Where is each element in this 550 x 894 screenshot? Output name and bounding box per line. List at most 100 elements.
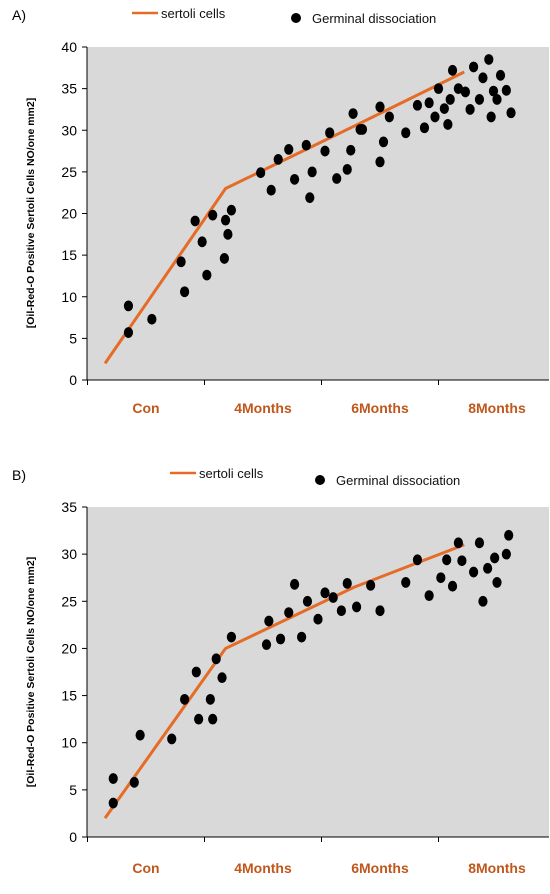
b-data-point xyxy=(504,529,514,541)
b-x-category-label: 4Months xyxy=(234,860,292,876)
a-data-point xyxy=(419,122,430,134)
a-x-category-label: Con xyxy=(132,400,159,416)
chart-panel-a: A) sertoli cells Germinal dissociation [… xyxy=(0,0,550,440)
a-data-point xyxy=(176,256,186,268)
a-data-point xyxy=(495,69,506,81)
chart-a-panel-label: A) xyxy=(12,7,26,23)
a-data-point xyxy=(375,101,385,113)
b-data-point xyxy=(261,639,272,651)
a-data-point xyxy=(342,163,352,175)
a-y-tick-label: 0 xyxy=(69,372,77,388)
chart-b-legend-line-label: sertoli cells xyxy=(199,466,264,481)
a-sertoli-line xyxy=(103,70,465,365)
b-data-point xyxy=(205,693,215,705)
a-data-point xyxy=(226,204,237,216)
a-data-point xyxy=(378,136,389,148)
a-data-point xyxy=(223,228,233,240)
a-data-point xyxy=(284,143,294,155)
a-x-category-label: 4Months xyxy=(234,400,292,416)
b-data-point xyxy=(442,554,452,566)
b-data-point xyxy=(194,713,204,725)
b-data-point xyxy=(401,577,411,588)
a-data-point xyxy=(220,214,231,226)
b-data-point xyxy=(366,579,376,591)
chart-a-line-layer xyxy=(103,70,465,365)
b-y-tick-label: 30 xyxy=(61,546,77,562)
b-y-tick-label: 25 xyxy=(61,593,77,609)
b-data-point xyxy=(217,672,227,684)
b-x-category-label: 8Months xyxy=(468,860,526,876)
b-data-point xyxy=(208,713,218,725)
b-data-point xyxy=(436,572,446,584)
chart-a-points-layer xyxy=(123,54,516,338)
a-data-point xyxy=(301,139,311,151)
b-data-point xyxy=(483,562,493,574)
a-data-point xyxy=(123,300,134,312)
b-data-point xyxy=(457,555,467,567)
b-data-point xyxy=(424,590,434,602)
a-data-point xyxy=(123,327,134,338)
chart-b-svg: B) sertoli cells Germinal dissociation [… xyxy=(12,466,549,876)
chart-b-plot-area xyxy=(87,507,549,837)
b-data-point xyxy=(447,580,458,592)
b-data-point xyxy=(275,633,286,645)
a-data-point xyxy=(465,104,475,115)
b-x-category-label: 6Months xyxy=(351,860,409,876)
a-data-point xyxy=(492,94,502,105)
chart-b-legend-marker-swatch xyxy=(315,475,325,485)
b-x-category-label: Con xyxy=(132,860,159,876)
chart-b-axes: 0 5 10 15 20 25 30 35 Con 4Months 6Months 8Months xyxy=(61,499,549,876)
a-data-point xyxy=(424,97,434,109)
a-y-tick-label: 20 xyxy=(61,206,77,222)
b-y-tick-label: 0 xyxy=(69,829,77,845)
a-data-point xyxy=(325,127,335,139)
a-data-point xyxy=(469,61,479,73)
b-data-point xyxy=(226,631,237,643)
a-data-point xyxy=(305,192,315,204)
a-data-point xyxy=(484,54,494,65)
b-data-point xyxy=(129,776,139,788)
b-data-point xyxy=(297,631,307,643)
b-y-tick-label: 15 xyxy=(61,688,77,704)
chart-a-legend-marker-swatch xyxy=(291,13,301,23)
b-data-point xyxy=(211,653,221,665)
a-y-tick-label: 10 xyxy=(61,289,77,305)
a-data-point xyxy=(445,94,455,105)
b-data-point xyxy=(412,554,423,566)
chart-panel-b: B) sertoli cells Germinal dissociation [… xyxy=(0,460,550,894)
chart-a-y-axis-label: [Oil-Red-O Positive Sertoli Cells NO/one… xyxy=(25,98,37,328)
b-data-point xyxy=(264,615,274,627)
b-data-point xyxy=(490,552,500,564)
b-data-point xyxy=(501,548,511,560)
b-data-point xyxy=(469,566,479,578)
a-data-point xyxy=(289,173,300,185)
a-y-tick-label: 40 xyxy=(61,39,77,55)
a-data-point xyxy=(219,253,229,264)
a-y-tick-label: 35 xyxy=(61,81,77,97)
a-data-point xyxy=(447,64,458,76)
a-data-point xyxy=(433,83,444,95)
b-data-point xyxy=(284,607,294,618)
a-data-point xyxy=(506,107,516,119)
b-data-point xyxy=(108,773,118,784)
b-data-point xyxy=(108,797,118,809)
b-y-tick-label: 10 xyxy=(61,735,77,751)
b-data-point xyxy=(302,595,313,607)
chart-a-plot-area xyxy=(87,47,549,380)
a-data-point xyxy=(412,99,423,111)
b-data-point xyxy=(180,693,190,705)
chart-a-legend-line-label: sertoli cells xyxy=(161,6,226,21)
a-data-point xyxy=(202,269,212,281)
a-data-point xyxy=(443,119,453,130)
b-data-point xyxy=(289,578,300,590)
a-y-tick-label: 25 xyxy=(61,164,77,180)
a-data-point xyxy=(474,94,485,105)
a-data-point xyxy=(147,313,157,325)
a-data-point xyxy=(486,111,496,123)
b-y-tick-label: 5 xyxy=(69,782,77,798)
a-data-point xyxy=(346,144,356,156)
a-data-point xyxy=(430,111,440,123)
b-data-point xyxy=(167,733,177,745)
a-data-point xyxy=(256,167,266,179)
a-data-point xyxy=(307,166,317,178)
